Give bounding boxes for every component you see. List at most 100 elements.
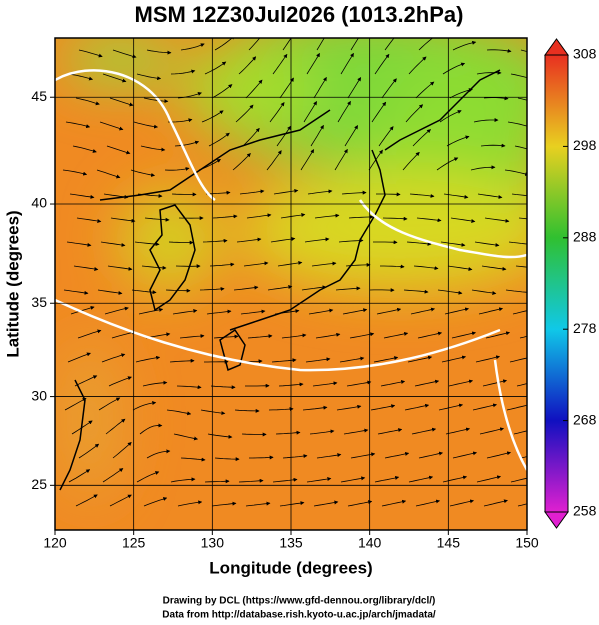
streamline: [384, 38, 395, 51]
streamline: [68, 73, 94, 81]
streamline: [72, 145, 97, 153]
streamline: [339, 356, 365, 363]
contour: [55, 69, 527, 471]
streamline: [268, 407, 294, 412]
streamline: [510, 477, 527, 483]
streamline: [519, 335, 527, 339]
y-tick-label: 45: [31, 88, 47, 104]
streamline: [97, 289, 123, 295]
streamline: [241, 432, 267, 437]
streamline: [450, 217, 476, 223]
streamline: [520, 456, 527, 459]
streamline: [410, 307, 436, 315]
streamline: [108, 376, 132, 387]
streamline: [347, 500, 373, 507]
streamline: [305, 357, 331, 363]
streamline: [107, 265, 133, 271]
streamline: [380, 264, 405, 269]
colorbar-label: 308: [573, 46, 597, 62]
streamline: [214, 457, 240, 462]
streamline: [405, 104, 424, 123]
streamline: [101, 353, 126, 363]
streamline: [177, 500, 203, 507]
colorbar: 258 268 278 288 298 308: [544, 38, 597, 529]
streamline: [173, 433, 199, 441]
streamline: [180, 457, 206, 462]
streamline: [282, 454, 308, 459]
streamline: [110, 217, 136, 223]
streamline: [441, 355, 467, 363]
streamline: [243, 261, 269, 267]
streamline: [179, 334, 205, 339]
streamline: [334, 148, 348, 171]
streamline: [412, 129, 432, 147]
streamline: [511, 193, 527, 197]
streamline: [78, 49, 103, 58]
x-tick-label: 140: [358, 535, 382, 551]
streamline: [280, 213, 306, 219]
streamline: [408, 56, 427, 75]
streamline: [271, 358, 297, 363]
title: MSM 12Z30Jul2026 (1013.2hPa): [135, 2, 464, 27]
streamline: [448, 379, 474, 387]
streamline: [134, 241, 160, 247]
streamline: [166, 409, 192, 416]
streamline: [418, 38, 434, 51]
streamline: [170, 69, 196, 75]
streamline: [301, 285, 327, 291]
streamline: [446, 135, 470, 147]
streamline: [307, 189, 333, 195]
streamline: [510, 73, 527, 79]
streamline: [135, 355, 161, 363]
streamline: [476, 475, 502, 483]
streamline: [442, 62, 466, 75]
streamline: [483, 499, 508, 507]
streamline: [382, 216, 408, 221]
streamline: [404, 403, 430, 411]
streamline: [112, 49, 137, 59]
streamline: [236, 237, 262, 243]
streamline: [212, 214, 238, 219]
streamline: [70, 305, 95, 315]
x-tick-label: 130: [201, 535, 225, 551]
streamline: [376, 307, 402, 315]
streamline: [146, 49, 172, 55]
streamline: [69, 193, 95, 199]
streamline: [314, 213, 340, 219]
streamline: [409, 193, 435, 198]
streamline: [272, 477, 298, 483]
streamline: [209, 262, 235, 267]
streamline: [485, 331, 511, 339]
streamline: [200, 409, 226, 416]
streamline: [380, 380, 406, 387]
streamline: [233, 285, 259, 291]
streamline: [517, 503, 527, 507]
streamline: [71, 420, 93, 435]
x-tick-label: 145: [437, 535, 461, 551]
streamline: [345, 262, 371, 267]
streamline: [452, 451, 478, 459]
streamline: [316, 453, 342, 459]
streamline: [508, 241, 527, 245]
streamline: [402, 151, 420, 171]
streamline: [207, 433, 233, 439]
streamline: [416, 217, 442, 223]
streamline: [315, 332, 341, 339]
streamline: [109, 494, 132, 507]
streamline: [373, 356, 399, 363]
streamline: [411, 427, 437, 435]
streamline: [340, 476, 366, 483]
streamline: [76, 217, 102, 223]
streamline: [449, 499, 475, 507]
streamline: [374, 53, 390, 75]
streamline: [475, 355, 501, 363]
streamline: [350, 38, 359, 51]
streamline: [306, 52, 320, 75]
streamline: [144, 217, 170, 222]
colorbar-extend: [544, 511, 569, 529]
temperature-field: [55, 38, 527, 530]
streamline: [509, 357, 527, 363]
streamline: [273, 188, 299, 195]
streamline: [340, 52, 354, 75]
streamline: [165, 288, 191, 293]
